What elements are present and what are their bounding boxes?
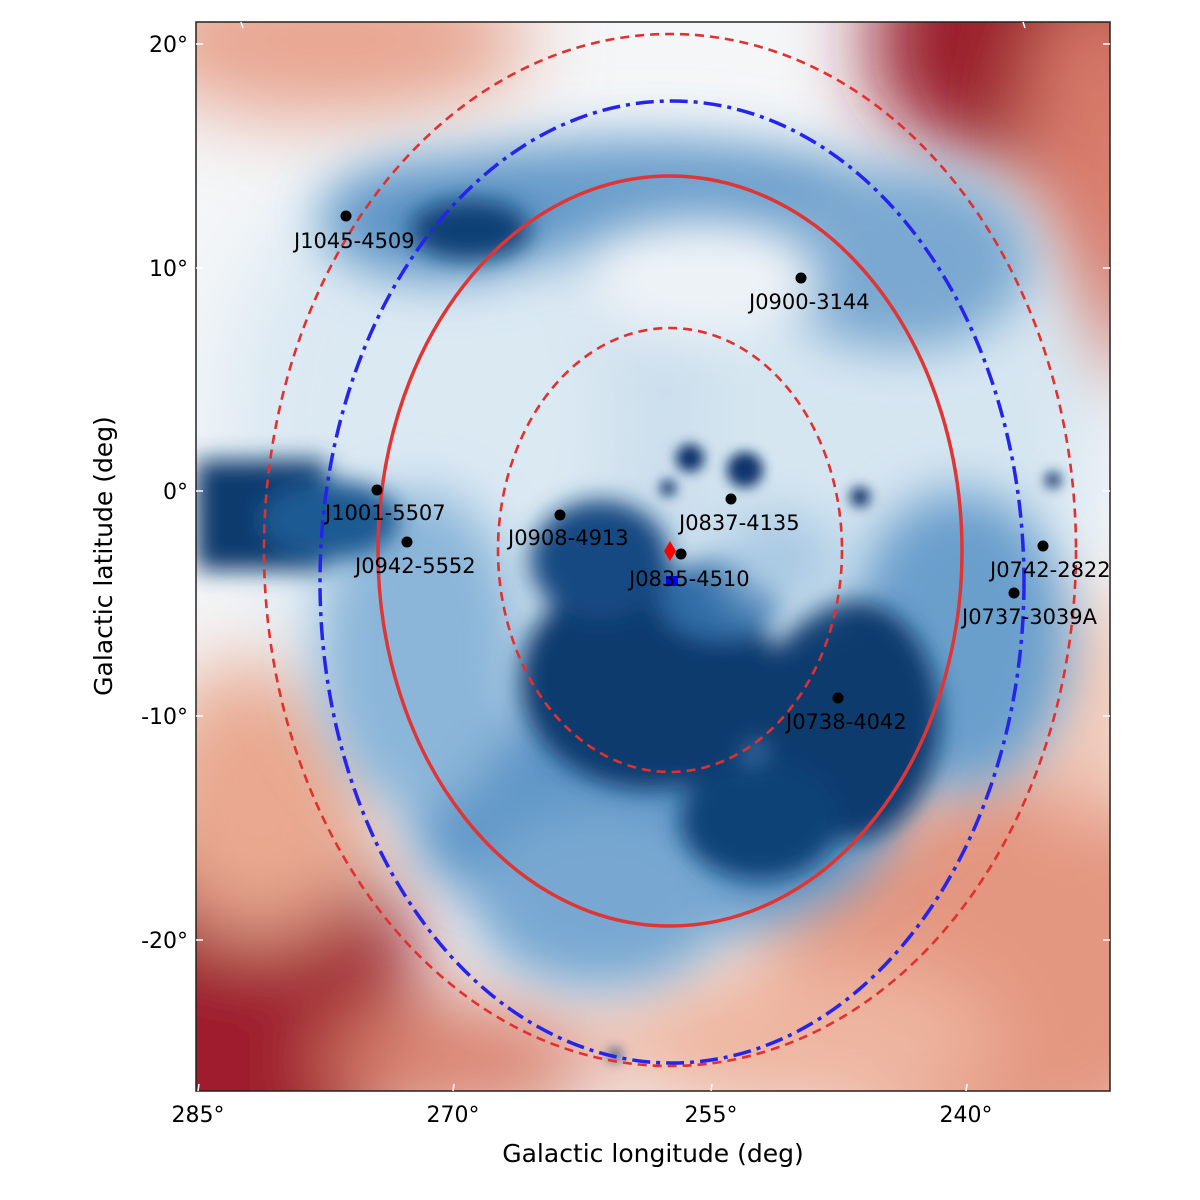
tick-marks xyxy=(196,21,1110,1092)
plot-frame xyxy=(195,21,1111,1092)
blue-square-marker xyxy=(666,576,678,586)
ellipse-overlays xyxy=(262,32,1078,1068)
pulsar-label: J0737-3039A xyxy=(960,605,1098,629)
y-axis-label: Galactic latitude (deg) xyxy=(89,416,118,696)
pulsar-point xyxy=(554,509,566,521)
x-axis-label: Galactic longitude (deg) xyxy=(502,1139,804,1168)
pulsar-label: J0738-4042 xyxy=(784,710,907,734)
y-tick-label: -10° xyxy=(141,705,188,730)
pulsar-label: J0908-4913 xyxy=(506,526,629,550)
x-tick-label: 240° xyxy=(940,1103,993,1128)
pulsar-point xyxy=(1037,540,1049,552)
pulsar-point xyxy=(371,484,383,496)
x-tick-labels: 285° 270° 255° 240° xyxy=(172,1103,993,1128)
pulsar-label: J0742-2822 xyxy=(988,558,1111,582)
y-tick-labels: 20° 10° 0° -10° -20° xyxy=(141,33,188,954)
y-tick-label: 0° xyxy=(163,480,188,505)
pulsar-point xyxy=(725,493,737,505)
pulsar-label: J0942-5552 xyxy=(353,554,476,578)
blue-dashdot-ellipse xyxy=(318,99,1026,1065)
y-tick-label: 20° xyxy=(149,33,188,58)
pulsar-point xyxy=(1008,587,1020,599)
pulsar-point xyxy=(401,536,413,548)
pulsar-labels: J1045-4509 J0900-3144 J1001-5507 J0942-5… xyxy=(292,229,1111,734)
pulsar-point xyxy=(340,210,352,222)
pulsar-point xyxy=(795,272,807,284)
pulsar-point xyxy=(832,692,844,704)
pulsar-label: J0835-4510 xyxy=(627,567,750,591)
sky-background-image xyxy=(196,22,1110,1091)
pulsar-label: J1045-4509 xyxy=(292,229,415,253)
inner-dashed-ellipse xyxy=(496,326,844,774)
y-tick-label: -20° xyxy=(141,929,188,954)
x-tick-label: 285° xyxy=(172,1103,225,1128)
red-diamond-marker xyxy=(664,541,676,561)
y-tick-label: 10° xyxy=(149,257,188,282)
pulsar-label: J0900-3144 xyxy=(747,290,870,314)
x-tick-label: 270° xyxy=(427,1103,480,1128)
pulsar-point xyxy=(675,548,687,560)
middle-solid-ellipse xyxy=(376,174,964,928)
pulsar-label: J0837-4135 xyxy=(677,511,800,535)
pulsar-label: J1001-5507 xyxy=(323,501,446,525)
x-tick-label: 255° xyxy=(685,1103,738,1128)
pulsar-points xyxy=(340,210,1049,704)
outer-dashed-ellipse xyxy=(262,32,1078,1068)
